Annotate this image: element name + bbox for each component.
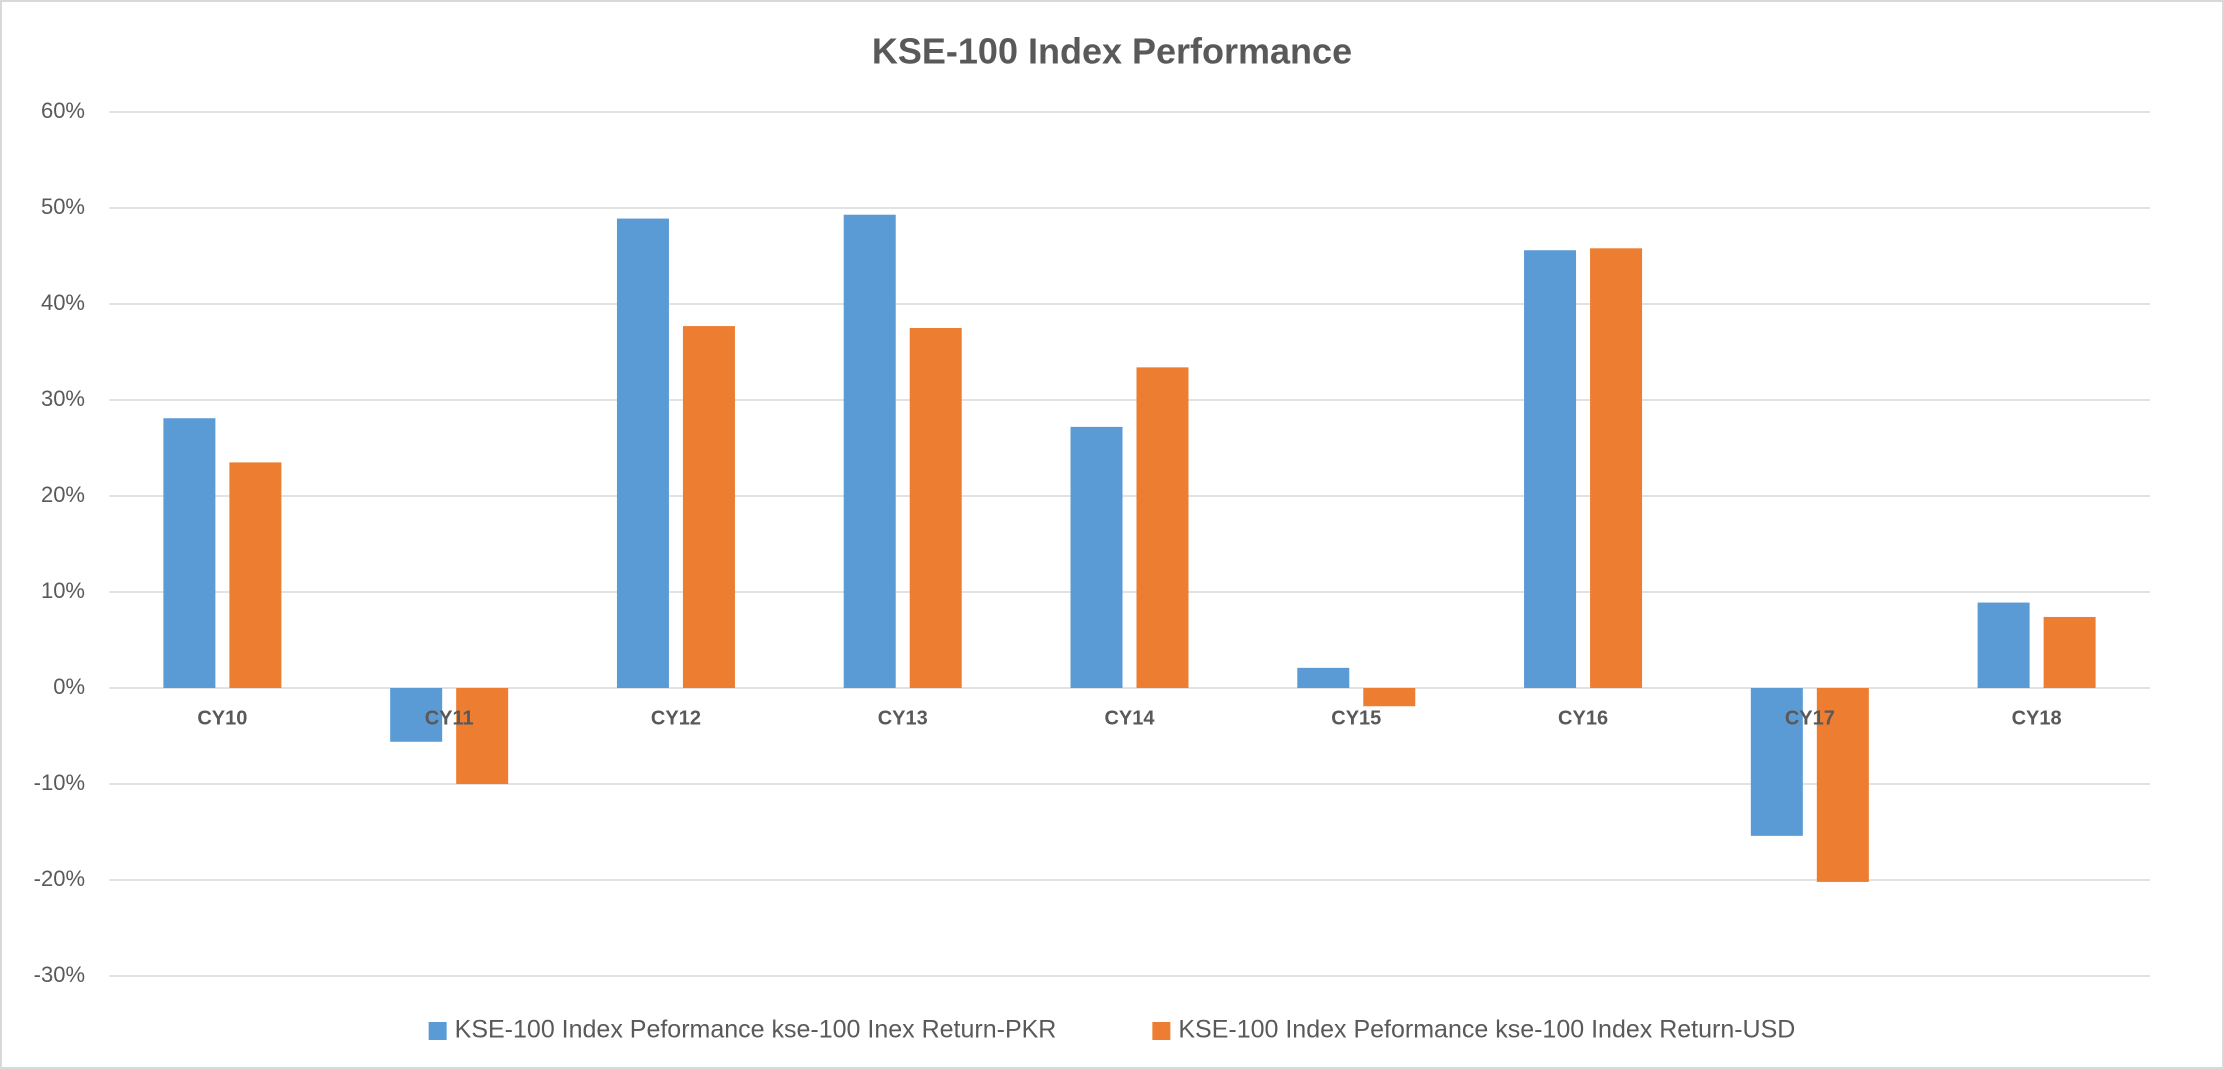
- x-tick-label: CY11: [425, 707, 474, 729]
- chart-title: KSE-100 Index Performance: [872, 31, 1352, 72]
- bar: [2043, 616, 2096, 688]
- y-tick-label: 40%: [41, 290, 85, 315]
- y-tick-label: -20%: [34, 866, 85, 891]
- bar: [1297, 667, 1350, 688]
- bar: [1363, 688, 1416, 707]
- x-tick-label: CY12: [651, 707, 701, 729]
- bar: [229, 462, 282, 688]
- bar: [843, 214, 896, 688]
- y-tick-label: -10%: [34, 770, 85, 795]
- legend-swatch: [1152, 1022, 1171, 1040]
- y-tick-label: 30%: [41, 386, 85, 411]
- y-tick-label: 50%: [41, 194, 85, 219]
- bar: [1590, 248, 1643, 688]
- x-tick-label: CY14: [1104, 707, 1155, 729]
- bar: [1524, 250, 1577, 689]
- bar: [1070, 426, 1123, 688]
- x-tick-label: CY13: [878, 707, 928, 729]
- bar: [616, 218, 669, 688]
- legend-label: KSE-100 Index Peformance kse-100 Index R…: [1178, 1016, 1795, 1044]
- bar: [682, 326, 735, 688]
- x-tick-label: CY17: [1785, 707, 1835, 729]
- x-tick-label: CY18: [2012, 707, 2062, 729]
- bar: [456, 688, 509, 784]
- y-tick-label: 0%: [53, 674, 85, 699]
- bar: [1136, 367, 1189, 688]
- bar: [1977, 602, 2030, 688]
- y-tick-label: 60%: [41, 98, 85, 123]
- x-tick-label: CY16: [1558, 707, 1608, 729]
- bar: [1750, 688, 1803, 836]
- bar: [909, 328, 962, 688]
- bar: [163, 418, 216, 688]
- x-tick-label: CY10: [197, 707, 247, 729]
- y-tick-label: 20%: [41, 482, 85, 507]
- bar: [390, 688, 443, 742]
- bar: [1816, 688, 1869, 882]
- x-tick-label: CY15: [1331, 707, 1381, 729]
- y-tick-label: 10%: [41, 578, 85, 603]
- legend-label: KSE-100 Index Peformance kse-100 Inex Re…: [455, 1016, 1057, 1044]
- y-tick-label: -30%: [34, 962, 85, 987]
- legend-swatch: [428, 1022, 447, 1040]
